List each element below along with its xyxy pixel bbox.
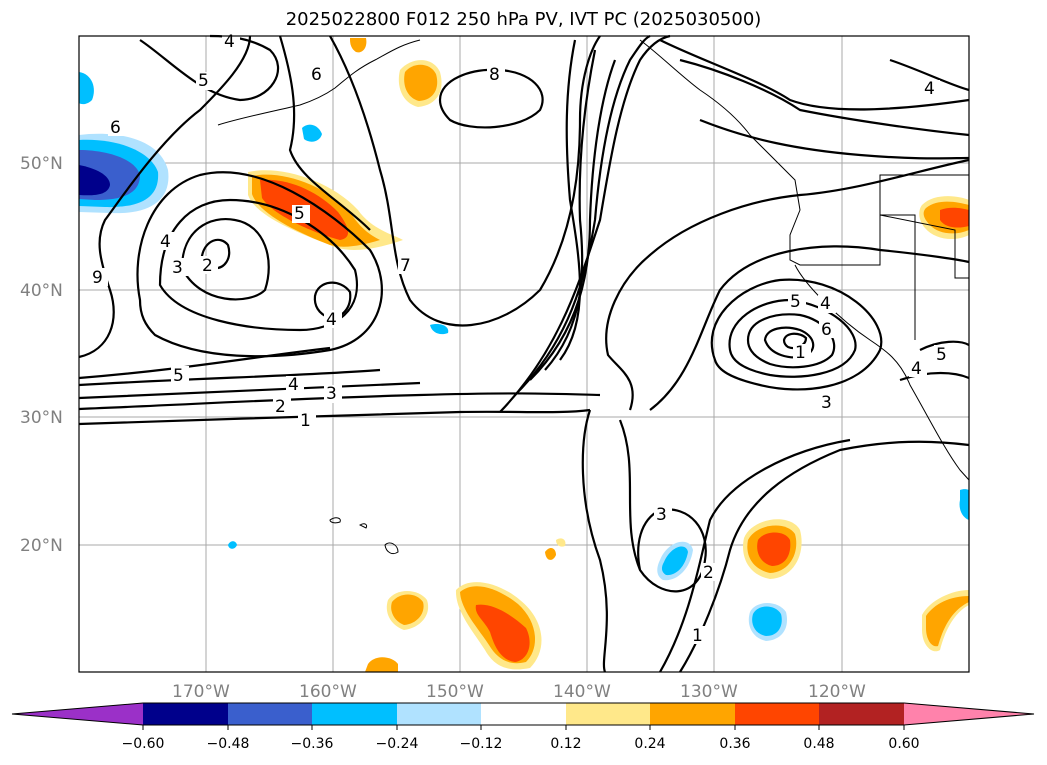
- contour-lines: [78, 34, 970, 673]
- colorbar-segment: [650, 703, 735, 725]
- lon-label: 160°W: [299, 682, 357, 702]
- contour-label: 3: [656, 505, 667, 525]
- lat-label: 50°N: [20, 154, 63, 174]
- contour-label: 3: [821, 393, 832, 413]
- colorbar-segment: [397, 703, 481, 725]
- contour-label: 4: [224, 32, 235, 52]
- contour-label: 6: [821, 320, 832, 340]
- map-title: 2025022800 F012 250 hPa PV, IVT PC (2025…: [285, 9, 762, 30]
- latitude-labels: 50°N 40°N 30°N 20°N: [20, 154, 63, 556]
- lon-label: 170°W: [172, 682, 230, 702]
- contour-label: 4: [288, 375, 299, 395]
- lat-label: 30°N: [20, 408, 63, 428]
- colorbar: −0.60 −0.48 −0.36 −0.24 −0.12 0.12 0.24 …: [11, 702, 1035, 752]
- colorbar-tick-label: 0.12: [550, 736, 581, 752]
- contour-label: 7: [400, 256, 411, 276]
- colorbar-segment: [312, 703, 397, 725]
- lat-label: 40°N: [20, 281, 63, 301]
- colorbar-extend-max: [904, 703, 1034, 725]
- colorbar-tick-label: 0.60: [888, 736, 919, 752]
- colorbar-tick-label: −0.12: [460, 736, 503, 752]
- contour-label: 9: [92, 268, 103, 288]
- contour-label: 2: [275, 397, 286, 417]
- colorbar-segment: [735, 703, 819, 725]
- contour-label: 5: [790, 292, 801, 312]
- lat-label: 20°N: [20, 536, 63, 556]
- contour-label: 4: [160, 232, 171, 252]
- colorbar-tick-label: −0.60: [122, 736, 165, 752]
- colorbar-tick-label: −0.48: [207, 736, 250, 752]
- contour-label: 1: [795, 343, 806, 363]
- contour-label: 8: [489, 65, 500, 85]
- colorbar-segment: [143, 703, 228, 725]
- contour-label: 1: [692, 626, 703, 646]
- contour-label: 2: [703, 563, 714, 583]
- contour-labels: 4 5 6 8 4 6 5 4 3 2 9 4 7 5 4 3 2 1 5: [90, 32, 952, 646]
- map-border: [78, 35, 970, 673]
- contour-label: 5: [173, 366, 184, 386]
- contour-label: 4: [326, 310, 337, 330]
- colorbar-tick-label: −0.36: [291, 736, 334, 752]
- colorbar-tick-label: −0.24: [376, 736, 419, 752]
- contour-label: 3: [172, 258, 183, 278]
- colorbar-segment: [481, 703, 566, 725]
- colorbar-segment: [566, 703, 650, 725]
- colorbar-extend-min: [12, 703, 143, 725]
- lon-label: 120°W: [808, 682, 866, 702]
- contour-label: 1: [300, 411, 311, 431]
- lon-label: 130°W: [680, 682, 738, 702]
- colorbar-tick-label: 0.48: [803, 736, 834, 752]
- contour-label: 5: [294, 204, 305, 224]
- contour-label: 6: [311, 65, 322, 85]
- contour-label: 5: [198, 71, 209, 91]
- colorbar-tick-label: 0.36: [719, 736, 750, 752]
- contour-label: 4: [924, 79, 935, 99]
- colorbar-segment: [819, 703, 904, 725]
- contour-label: 6: [110, 118, 121, 138]
- contour-label: 4: [911, 359, 922, 379]
- lon-label: 140°W: [553, 682, 611, 702]
- longitude-labels: 170°W 160°W 150°W 140°W 130°W 120°W: [172, 682, 866, 702]
- contour-label: 4: [820, 294, 831, 314]
- lon-label: 150°W: [426, 682, 484, 702]
- contour-label: 2: [202, 256, 213, 276]
- colorbar-segment: [228, 703, 312, 725]
- contour-label: 5: [936, 345, 947, 365]
- contour-label: 3: [326, 384, 337, 404]
- colorbar-tick-label: 0.24: [634, 736, 665, 752]
